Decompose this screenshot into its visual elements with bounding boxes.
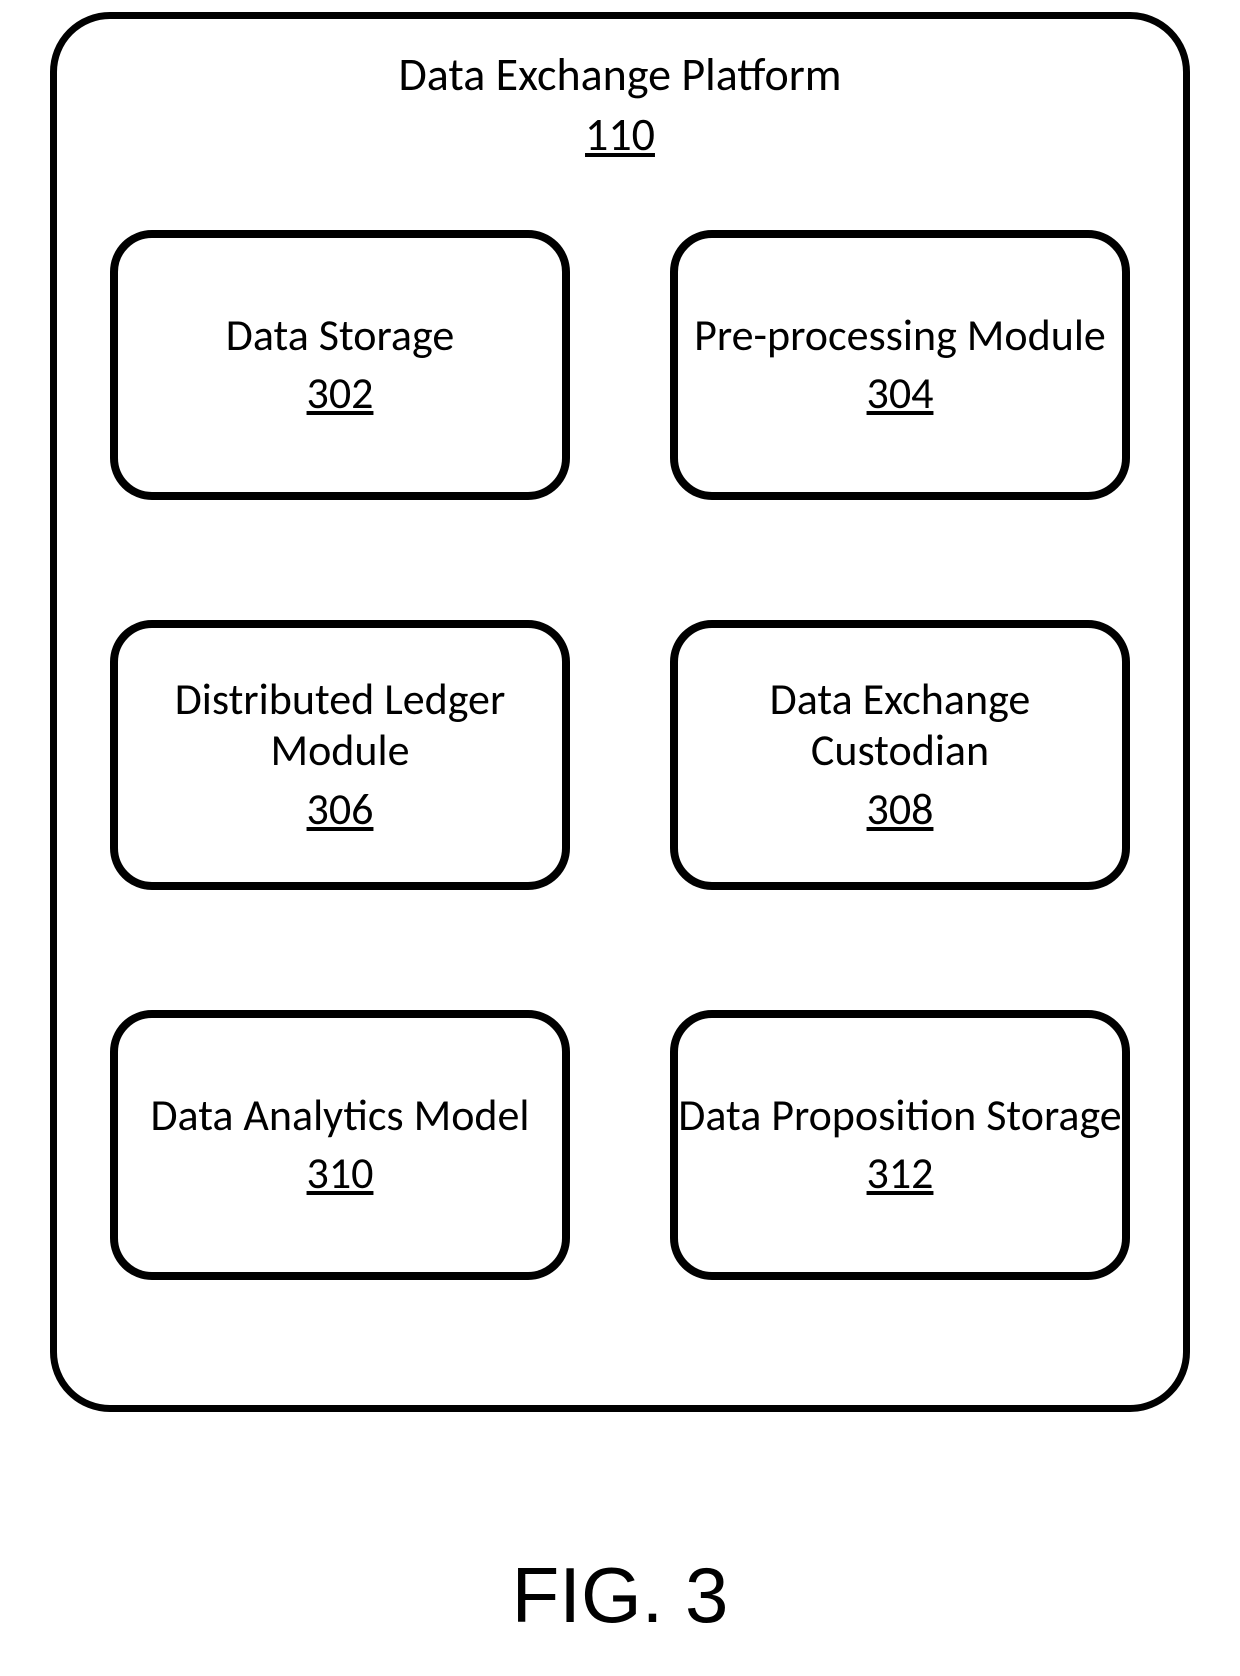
module-data-storage: Data Storage 302	[110, 230, 570, 500]
module-label: Pre-processing Module	[694, 310, 1106, 361]
module-ref: 308	[867, 782, 934, 836]
module-label: Data Exchange Custodian	[678, 674, 1122, 775]
module-data-exchange-custodian: Data Exchange Custodian 308	[670, 620, 1130, 890]
module-ref: 310	[307, 1146, 374, 1200]
module-ref: 304	[867, 366, 934, 420]
modules-grid: Data Storage 302 Pre-processing Module 3…	[110, 230, 1130, 1280]
module-label: Distributed Ledger Module	[118, 674, 562, 775]
module-distributed-ledger: Distributed Ledger Module 306	[110, 620, 570, 890]
module-label: Data Analytics Model	[150, 1090, 529, 1141]
module-data-proposition-storage: Data Proposition Storage 312	[670, 1010, 1130, 1280]
platform-title: Data Exchange Platform	[57, 47, 1183, 103]
module-label: Data Proposition Storage	[678, 1090, 1121, 1141]
module-ref: 302	[307, 366, 374, 420]
module-ref: 306	[307, 782, 374, 836]
platform-title-area: Data Exchange Platform 110	[57, 19, 1183, 163]
platform-container: Data Exchange Platform 110 Data Storage …	[50, 12, 1190, 1412]
figure-label: FIG. 3	[0, 1550, 1240, 1641]
module-data-analytics-model: Data Analytics Model 310	[110, 1010, 570, 1280]
module-label: Data Storage	[226, 310, 454, 361]
module-preprocessing: Pre-processing Module 304	[670, 230, 1130, 500]
module-ref: 312	[867, 1146, 934, 1200]
platform-ref: 110	[57, 107, 1183, 163]
